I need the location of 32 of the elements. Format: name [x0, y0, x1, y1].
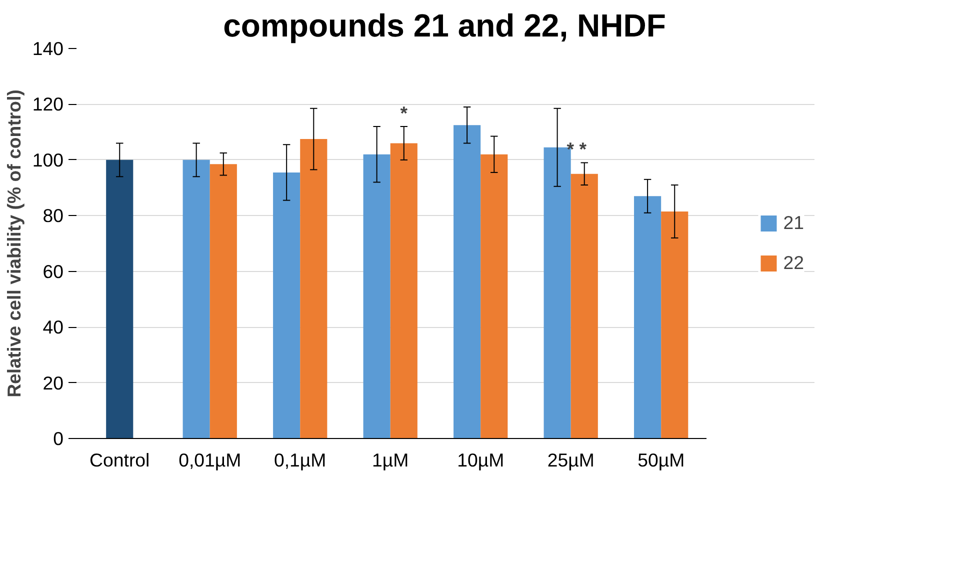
data-label: * [400, 102, 408, 124]
y-tick-label: 60 [42, 260, 64, 282]
x-tick-label: 50µM [638, 450, 685, 470]
bar [273, 172, 300, 438]
y-tick-label: 40 [42, 316, 64, 338]
bar [634, 196, 662, 438]
y-tick-label: 80 [42, 205, 64, 226]
x-tick-label: 10µM [457, 450, 504, 470]
x-tick-label: 25µM [547, 450, 594, 470]
bar [390, 143, 418, 438]
bar [570, 174, 598, 438]
y-axis-title: Relative cell viability (% of control) [3, 90, 24, 398]
bar [454, 125, 481, 438]
bar [480, 154, 508, 438]
y-tick-label: 100 [32, 149, 64, 170]
bar [210, 164, 237, 438]
legend-label: 22 [783, 252, 804, 274]
bar [106, 160, 134, 438]
bar [661, 211, 688, 438]
x-tick-label: 0,1µM [274, 450, 326, 470]
legend-label: 21 [783, 212, 804, 234]
bar [363, 154, 390, 438]
x-tick-label: 0,01µM [178, 450, 242, 470]
y-tick-label: 0 [53, 428, 64, 449]
chart-title: compounds 21 and 22, NHDF [223, 8, 666, 44]
y-tick-label: 120 [32, 94, 64, 115]
bar [182, 160, 210, 438]
y-tick-label: 20 [42, 372, 64, 394]
bar [300, 139, 328, 438]
x-tick-label: 1µM [372, 450, 409, 470]
y-tick-label: 140 [32, 38, 64, 59]
x-tick-label: Control [90, 450, 150, 470]
